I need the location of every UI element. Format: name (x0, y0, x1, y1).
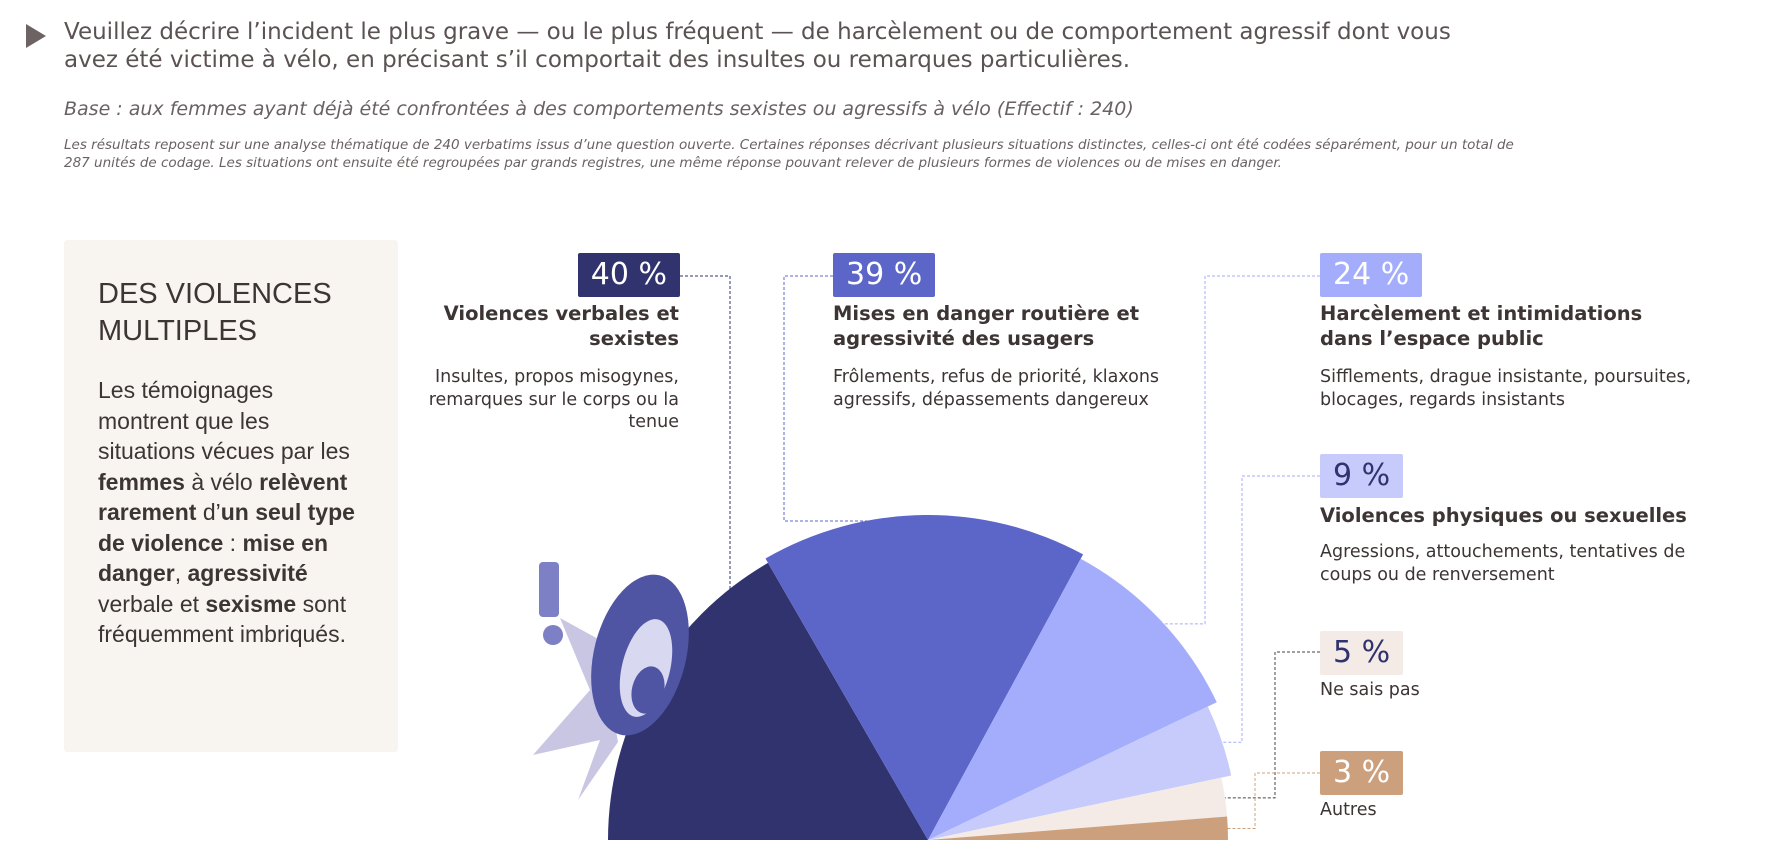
category-label-plain: Autres (1320, 800, 1377, 820)
percent-badge: 24 % (1320, 253, 1423, 297)
pie-slice (765, 514, 1084, 840)
category-label: Mises en danger routière et agressivité … (833, 302, 1140, 350)
question-title: Veuillez décrire l’incident le plus grav… (64, 19, 1451, 73)
methodology-note: Les résultats reposent sur une analyse t… (64, 137, 1514, 171)
percent-badge: 5 % (1320, 631, 1404, 675)
exclamation-bar (539, 562, 559, 617)
percent-badge: 39 % (833, 253, 936, 297)
insight-text: Les témoignages montrent que les situati… (98, 377, 355, 647)
leader-line (783, 275, 924, 522)
category-label: Harcèlement et intimidations dans l’espa… (1320, 302, 1643, 350)
category-description: Frôlements, refus de priorité, klaxons a… (833, 367, 1160, 410)
pie-slice (928, 777, 1228, 840)
category-label: Violences physiques ou sexuelles (1320, 504, 1687, 527)
exclamation-dot (543, 625, 563, 645)
leader-line (1215, 475, 1320, 743)
mouth-tongue (631, 666, 665, 714)
percent-badge: 3 % (1320, 751, 1404, 795)
pie-slice (928, 706, 1232, 840)
base-note: Base : aux femmes ayant déjà été confron… (64, 98, 1134, 120)
percent-badge: 9 % (1320, 454, 1404, 498)
category-description: Sifflements, drague insistante, poursuit… (1320, 367, 1692, 410)
category-label: Violences verbales et sexistes (443, 302, 679, 350)
pie-slice (928, 558, 1217, 840)
category-description: Insultes, propos misogynes, remarques su… (428, 367, 679, 432)
pie-slice (928, 816, 1229, 840)
leader-line (1155, 275, 1320, 625)
leader-lines (656, 275, 1320, 829)
leader-line (656, 275, 731, 684)
insight-title: DES VIOLENCES MULTIPLES (98, 278, 332, 347)
category-description: Agressions, attouchements, tentatives de… (1320, 542, 1686, 585)
question-arrow-icon (26, 24, 46, 48)
leader-line (1221, 772, 1320, 829)
category-label-plain: Ne sais pas (1320, 680, 1420, 700)
insight-box: DES VIOLENCES MULTIPLES Les témoignages … (64, 240, 398, 752)
leader-line (1218, 651, 1320, 799)
percent-badge: 40 % (577, 253, 680, 297)
pie-slices (608, 514, 1232, 840)
shouting-mouth-illustration (533, 562, 689, 800)
